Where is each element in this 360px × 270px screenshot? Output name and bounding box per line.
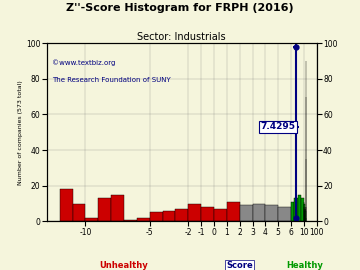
Text: Healthy: Healthy <box>287 261 323 270</box>
Bar <box>111 195 124 221</box>
Bar <box>162 211 175 221</box>
Text: Unhealthy: Unhealthy <box>100 261 148 270</box>
Bar <box>278 207 291 221</box>
Bar <box>188 204 201 221</box>
Bar <box>240 205 252 221</box>
Bar <box>227 202 240 221</box>
Bar <box>294 198 297 221</box>
Text: The Research Foundation of SUNY: The Research Foundation of SUNY <box>52 77 171 83</box>
Bar <box>301 198 304 221</box>
Text: 7.4295: 7.4295 <box>260 123 295 131</box>
Bar <box>137 218 150 221</box>
Bar <box>297 195 301 221</box>
Bar <box>252 204 265 221</box>
Text: Score: Score <box>226 261 253 270</box>
Bar <box>124 220 137 221</box>
Bar <box>214 209 227 221</box>
Bar <box>60 189 72 221</box>
Bar <box>85 218 98 221</box>
Y-axis label: Number of companies (573 total): Number of companies (573 total) <box>18 80 23 185</box>
Bar <box>291 202 294 221</box>
Text: Z''-Score Histogram for FRPH (2016): Z''-Score Histogram for FRPH (2016) <box>66 3 294 13</box>
Text: ©www.textbiz.org: ©www.textbiz.org <box>52 59 116 66</box>
Bar <box>150 212 162 221</box>
Title: Sector: Industrials: Sector: Industrials <box>138 32 226 42</box>
Bar <box>72 204 85 221</box>
Bar <box>265 205 278 221</box>
Bar <box>175 209 188 221</box>
Bar <box>201 207 214 221</box>
Bar <box>98 198 111 221</box>
